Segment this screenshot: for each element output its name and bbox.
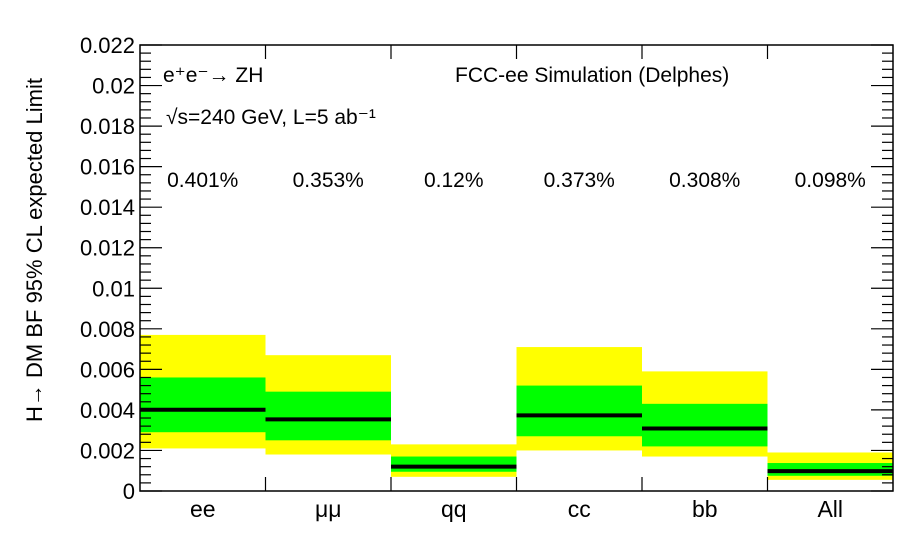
x-tick-label: ee <box>190 496 216 522</box>
y-tick-labels: 0 0.002 0.004 0.006 0.008 0.01 0.012 0.014 0.016… <box>80 33 135 504</box>
one-sigma-band-4 <box>642 403 768 447</box>
value-label: 0.12% <box>424 169 484 192</box>
axis-ticks <box>140 44 893 492</box>
one-sigma-band-0 <box>140 377 266 433</box>
y-tick-label: 0.01 <box>92 276 135 301</box>
y-tick-label: 0.006 <box>80 357 135 382</box>
value-label: 0.401% <box>167 169 238 192</box>
x-tick-label: qq <box>441 496 467 522</box>
value-label: 0.353% <box>293 169 364 192</box>
x-tick-label: μμ <box>315 496 342 522</box>
y-tick-label: 0.018 <box>80 114 135 139</box>
y-tick-label: 0.012 <box>80 236 135 261</box>
y-axis-label: H→ DM BF 95% CL expected Limit <box>22 78 47 422</box>
one-sigma-band-2 <box>391 456 517 472</box>
y-tick-label: 0 <box>123 479 135 504</box>
median-lines <box>140 407 893 474</box>
value-label: 0.098% <box>795 169 866 192</box>
one-sigma-band-1 <box>265 391 391 441</box>
annotation-simulation: FCC-ee Simulation (Delphes) <box>455 64 729 87</box>
x-tick-label: cc <box>568 496 591 522</box>
y-tick-label: 0.02 <box>92 74 135 99</box>
x-tick-label: All <box>817 496 843 522</box>
y-tick-label: 0.008 <box>80 317 135 342</box>
x-tick-label: bb <box>692 496 718 522</box>
y-tick-label: 0.004 <box>80 398 135 423</box>
value-label: 0.308% <box>669 169 740 192</box>
value-labels: 0.401% 0.353% 0.12% 0.373% 0.308% 0.098% <box>167 169 866 192</box>
one-sigma-band-3 <box>516 385 642 437</box>
annotation-energy: √s=240 GeV, L=5 ab⁻¹ <box>166 106 376 129</box>
y-tick-label: 0.014 <box>80 195 135 220</box>
uncertainty-bands <box>140 334 893 480</box>
x-tick-labels: ee μμ qq cc bb All <box>190 496 843 522</box>
y-tick-label: 0.002 <box>80 438 135 463</box>
y-tick-label: 0.016 <box>80 155 135 180</box>
value-label: 0.373% <box>544 169 615 192</box>
y-tick-label: 0.022 <box>80 33 135 58</box>
annotation-process: e⁺e⁻→ ZH <box>163 64 263 87</box>
